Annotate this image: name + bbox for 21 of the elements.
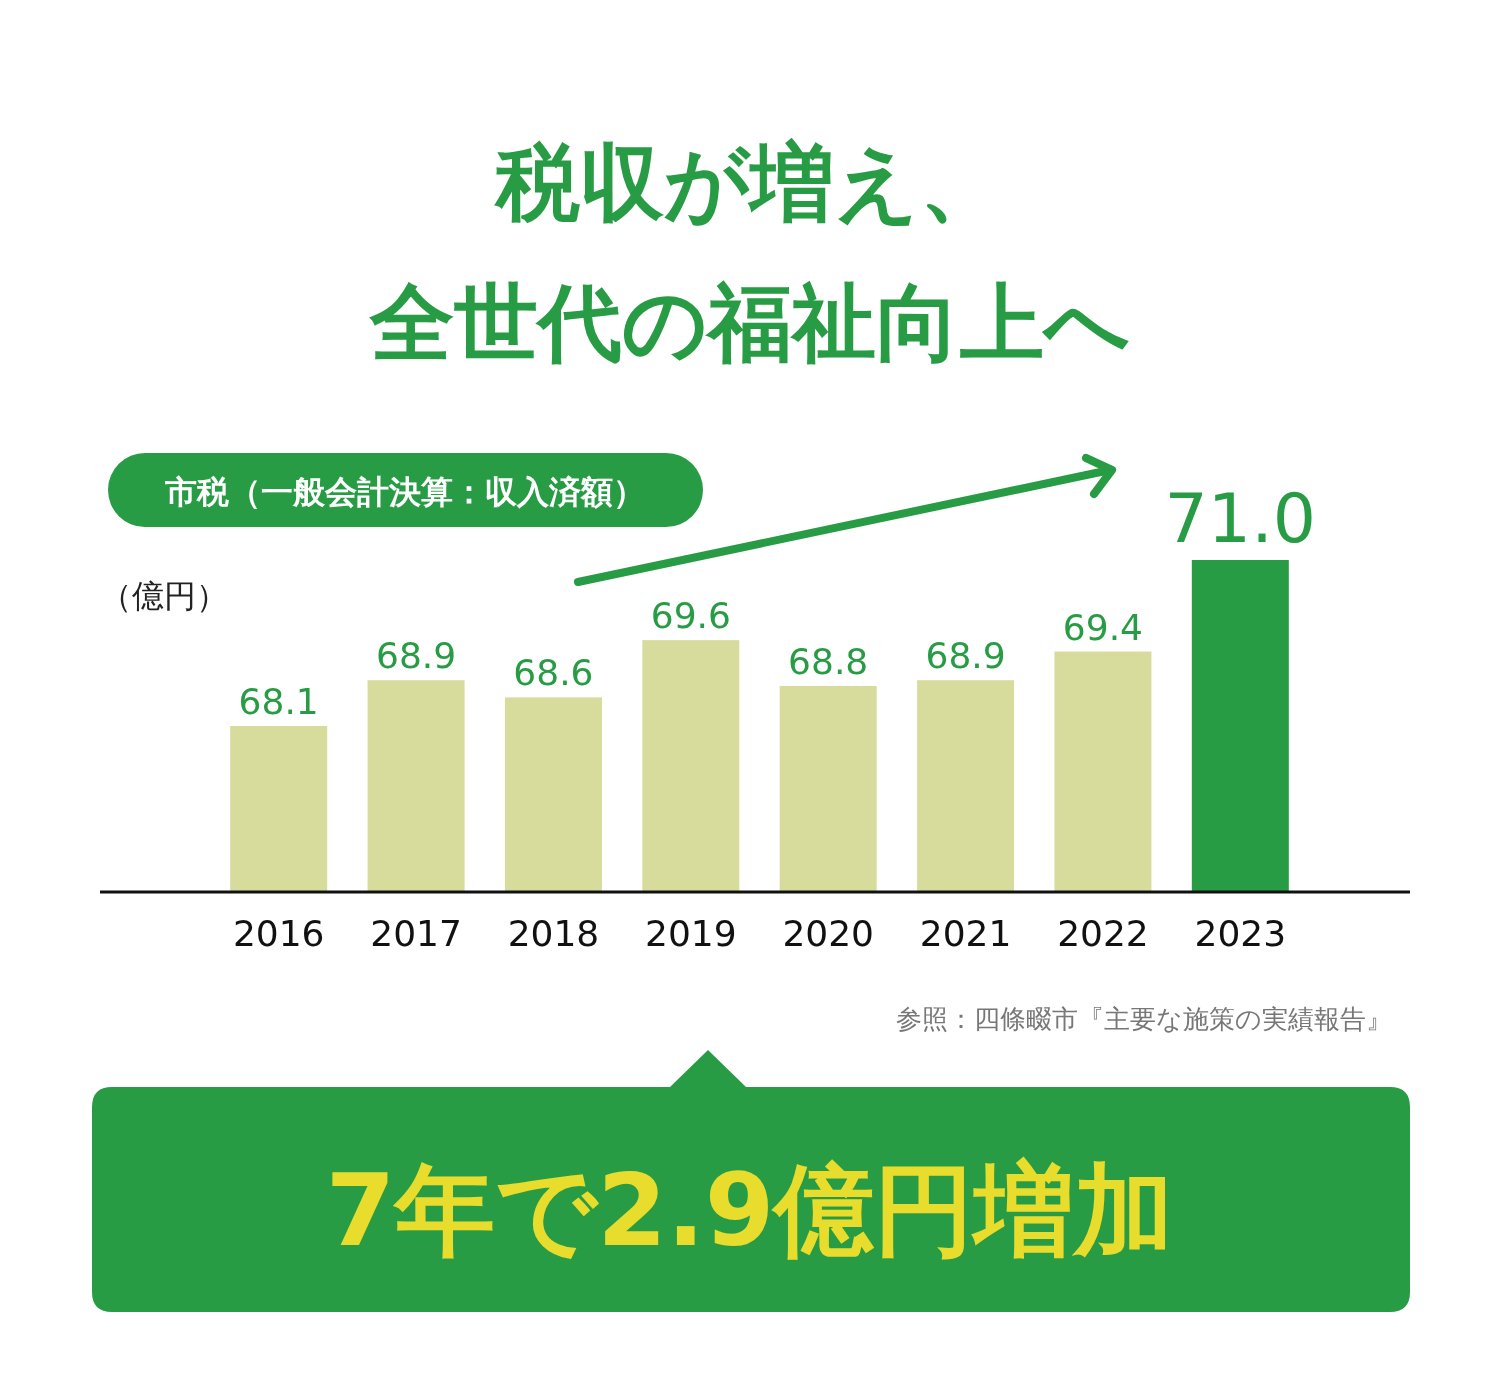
y-axis-title: （億円） <box>100 577 228 615</box>
chart-subtitle: 市税（一般会計決算：収入済額） <box>164 473 645 511</box>
data-label: 69.6 <box>650 595 731 637</box>
data-label: 68.9 <box>375 635 457 677</box>
x-tick-label: 2018 <box>507 913 600 954</box>
data-label: 68.6 <box>513 652 594 694</box>
data-label: 68.8 <box>788 640 869 682</box>
x-tick-label: 2017 <box>370 913 462 954</box>
data-label: 68.9 <box>925 635 1006 677</box>
text: 参照：四條畷市『主要な施策の実績報告』 <box>896 1004 1392 1034</box>
data-label: 69.4 <box>1062 606 1144 648</box>
x-tick-label: 2016 <box>232 913 325 954</box>
x-tick-label: 2023 <box>1194 913 1287 954</box>
x-tick-label: 2020 <box>782 913 874 954</box>
text: 7年で2.9億円増加 <box>325 1152 1175 1269</box>
chart-title: 税収が増え、全世代の福祉向上へ <box>368 134 1130 372</box>
data-label: 71.0 <box>1164 479 1317 558</box>
x-tick-label: 2019 <box>645 913 737 954</box>
x-tick-label: 2022 <box>1057 913 1149 954</box>
x-tick-label: 2021 <box>919 913 1012 954</box>
data-label: 68.1 <box>238 681 319 722</box>
